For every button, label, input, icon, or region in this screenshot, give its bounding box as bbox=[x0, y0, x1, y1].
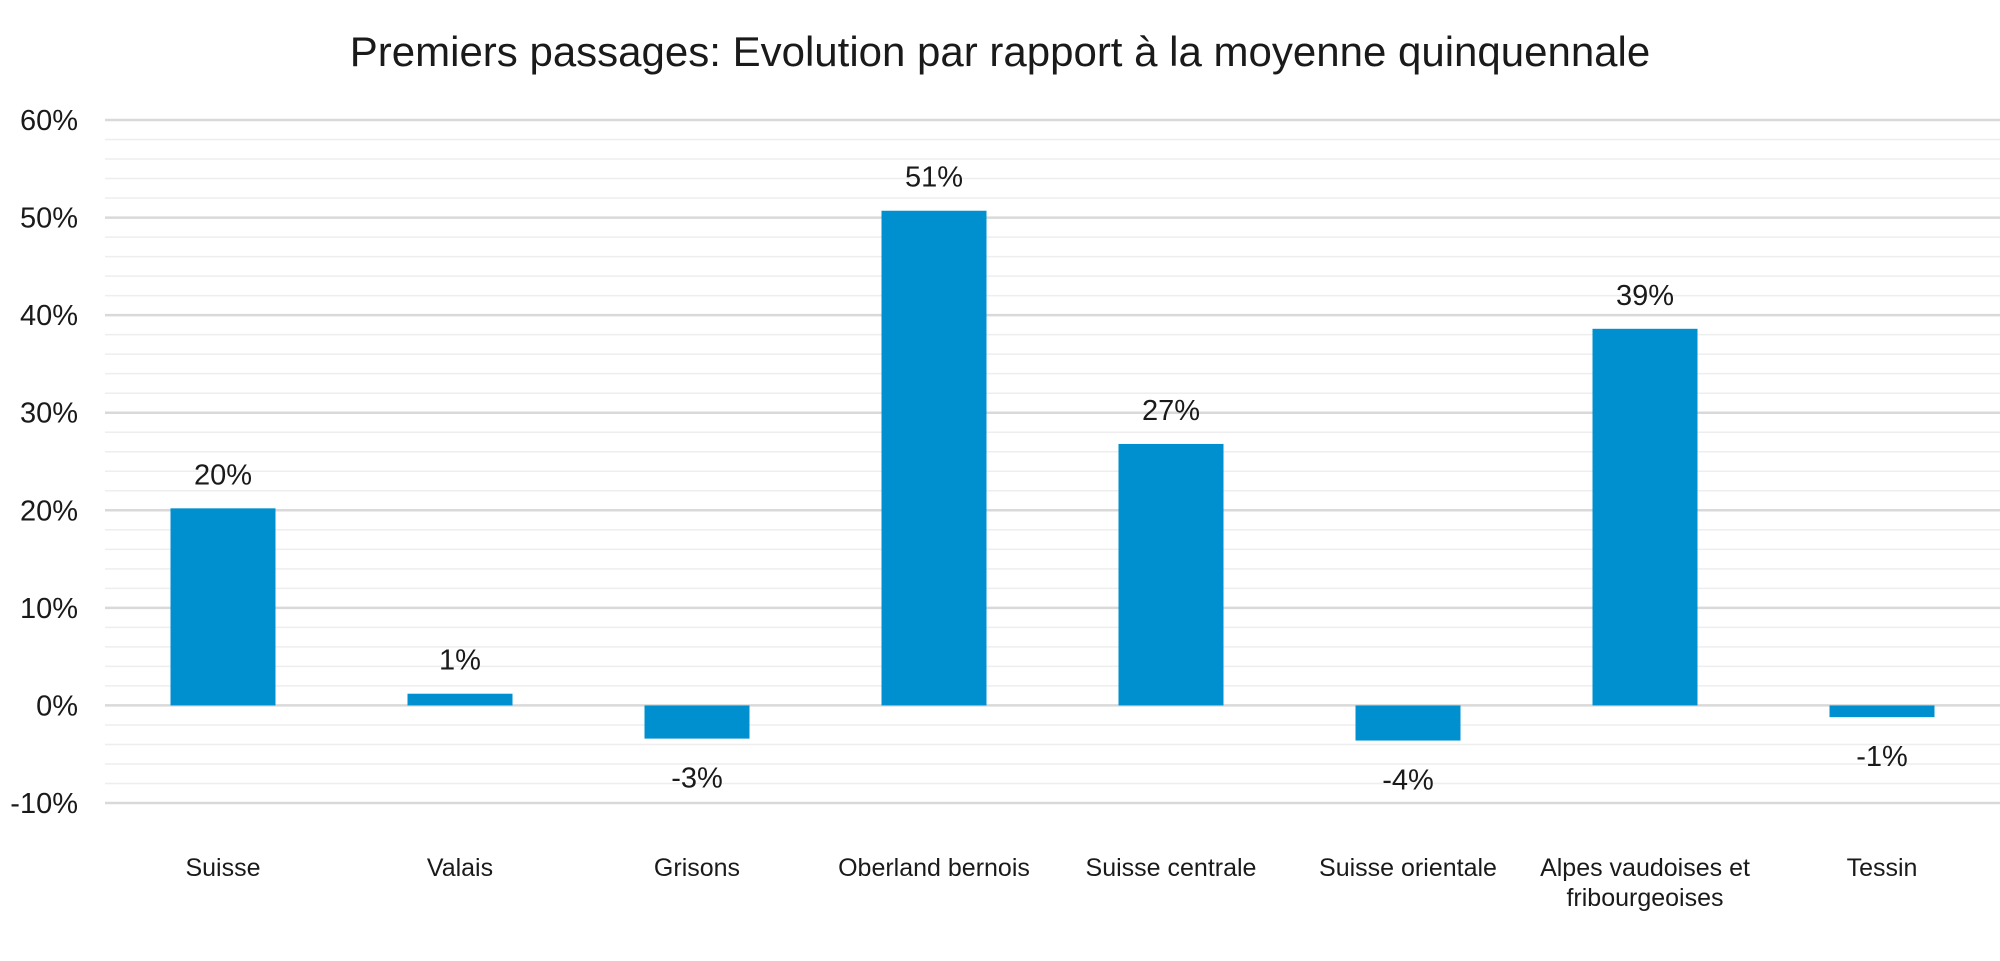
bar bbox=[1118, 443, 1224, 706]
y-tick-label: 30% bbox=[20, 398, 78, 430]
data-label: -1% bbox=[1856, 741, 1908, 773]
data-label: -3% bbox=[671, 763, 723, 795]
data-label: 39% bbox=[1616, 280, 1674, 312]
bar bbox=[1592, 328, 1698, 706]
y-tick-label: -10% bbox=[10, 788, 78, 820]
chart-title: Premiers passages: Evolution par rapport… bbox=[349, 28, 1651, 75]
bar bbox=[881, 210, 987, 706]
data-label: 27% bbox=[1142, 395, 1200, 427]
y-tick-label: 20% bbox=[20, 495, 78, 527]
bar bbox=[407, 693, 513, 706]
data-label: 1% bbox=[439, 645, 481, 677]
category-label: fribourgeoises bbox=[1566, 884, 1723, 912]
category-label: Oberland bernois bbox=[838, 854, 1030, 882]
category-label: Grisons bbox=[654, 854, 740, 882]
data-label: 51% bbox=[905, 162, 963, 194]
category-label: Alpes vaudoises et bbox=[1540, 854, 1750, 882]
category-label: Valais bbox=[427, 854, 493, 882]
y-tick-label: 50% bbox=[20, 203, 78, 235]
bar bbox=[170, 508, 276, 706]
bar bbox=[644, 705, 750, 739]
bar bbox=[1829, 705, 1935, 718]
bar bbox=[1355, 705, 1461, 741]
y-tick-label: 40% bbox=[20, 300, 78, 332]
y-tick-label: 60% bbox=[20, 105, 78, 137]
data-label: -4% bbox=[1382, 765, 1434, 797]
category-label: Suisse centrale bbox=[1086, 854, 1257, 882]
category-label: Suisse bbox=[185, 854, 260, 882]
category-label: Suisse orientale bbox=[1319, 854, 1497, 882]
y-tick-label: 10% bbox=[20, 593, 78, 625]
category-label: Tessin bbox=[1847, 854, 1918, 882]
y-tick-label: 0% bbox=[36, 690, 78, 722]
data-label: 20% bbox=[194, 459, 252, 491]
